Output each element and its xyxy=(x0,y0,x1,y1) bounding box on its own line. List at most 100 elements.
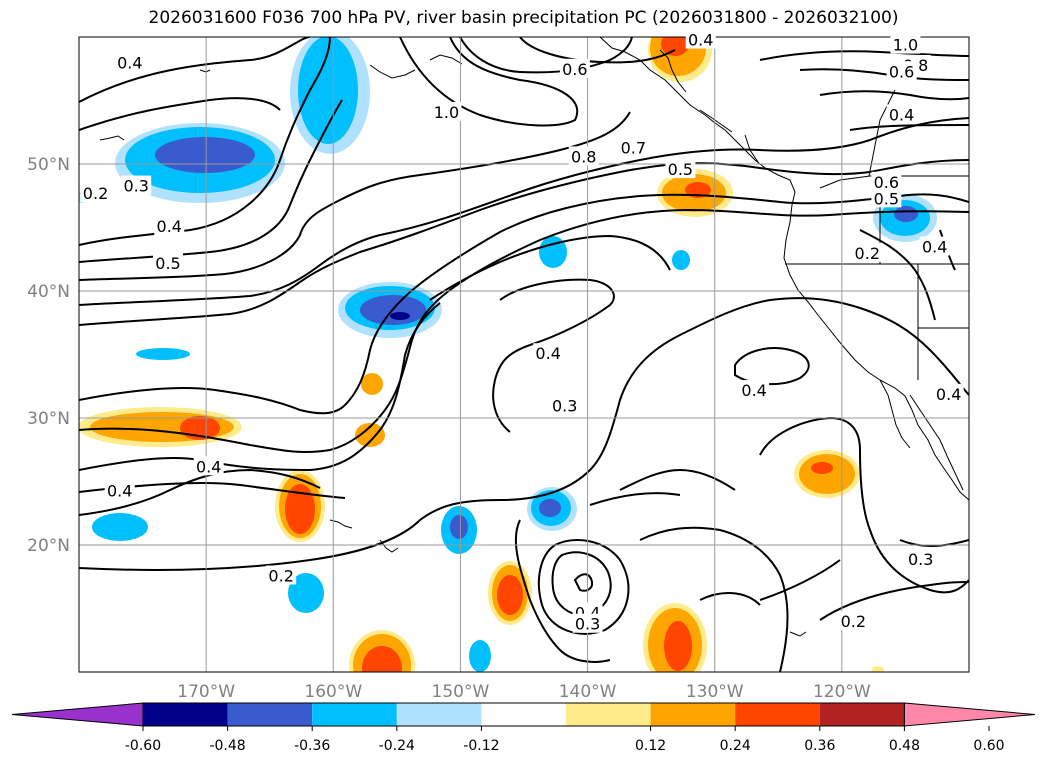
colorbar-frame xyxy=(142,702,905,727)
colorbar-tick-label: -0.48 xyxy=(209,738,245,754)
contour-label: 1.0 xyxy=(434,103,459,122)
negative-patch-pacific-northwest xyxy=(873,194,937,242)
contour-label-bg xyxy=(871,188,902,208)
lat-label: 40°N xyxy=(27,282,70,302)
longitude-labels: 170°W 160°W 150°W 140°W 130°W 120°W xyxy=(177,682,871,702)
contour-label: 0.2 xyxy=(855,244,880,263)
lon-label: 160°W xyxy=(304,682,362,702)
contour-label: 0.8 xyxy=(571,147,596,166)
lon-label: 140°W xyxy=(559,682,617,702)
contour-label: 0.6 xyxy=(889,62,914,81)
map-frame xyxy=(78,36,970,673)
contour-label: 0.4 xyxy=(936,385,961,404)
positive-patch-baja-west xyxy=(794,450,860,498)
contour-label-bg xyxy=(890,34,921,54)
contour-label: 0.2 xyxy=(841,612,866,631)
contour-label: 0.5 xyxy=(874,189,899,208)
contour-label-bg xyxy=(431,101,462,121)
contour-label-bg xyxy=(886,61,917,81)
contour-label: 0.4 xyxy=(741,381,766,400)
contour-label: 0.4 xyxy=(688,31,713,50)
contour-label-bg xyxy=(852,242,883,262)
contour-label-bg xyxy=(121,175,152,195)
contour-label: 0.3 xyxy=(575,615,600,634)
contour-label: 0.5 xyxy=(155,254,180,273)
contour-label-bg xyxy=(886,104,917,124)
contour-label: 1.0 xyxy=(893,36,918,55)
contour-label-bg xyxy=(568,146,599,166)
colorbar-tick-label: 0.60 xyxy=(973,738,1004,754)
graticule xyxy=(79,37,969,672)
contour-label: 0.4 xyxy=(107,481,132,500)
lat-label: 50°N xyxy=(27,155,70,175)
colorbar-segment xyxy=(312,703,397,726)
colorbar-segment xyxy=(143,703,228,726)
colorbar-tick-label: 0.36 xyxy=(804,738,835,754)
contour-label-bg xyxy=(154,216,185,236)
contour-label-bg xyxy=(933,383,964,403)
colorbar-segment xyxy=(227,703,313,726)
lon-label: 130°W xyxy=(686,682,744,702)
contour-label: 0.3 xyxy=(552,396,577,415)
contour-label: 0.4 xyxy=(117,53,142,72)
contour-label-bg xyxy=(838,611,869,631)
contour-labels: 0.41.00.60.40.80.70.51.00.80.60.40.60.50… xyxy=(80,29,964,634)
contour-label: 0.4 xyxy=(922,238,947,257)
contour-label-bg xyxy=(739,380,770,400)
contour-label: 0.4 xyxy=(889,105,914,124)
pv-contours xyxy=(79,37,969,672)
colorbar-tick-label: 0.48 xyxy=(889,738,920,754)
positive-patch-northeast-pacific xyxy=(657,169,733,217)
lon-label: 150°W xyxy=(432,682,490,702)
colorbar-segment xyxy=(819,703,905,726)
colorbar: -0.60 -0.48 -0.36 -0.24 -0.12 0.12 0.24 0.36 0.4… xyxy=(11,702,1036,754)
contour-label-bg xyxy=(665,159,696,179)
colorbar-segment xyxy=(481,703,566,726)
colorbar-segment xyxy=(396,703,482,726)
contour-label: 0.7 xyxy=(621,138,646,157)
map-title: 2026031600 F036 700 hPa PV, river basin … xyxy=(148,8,899,28)
contour-label: 0.6 xyxy=(562,60,587,79)
contour-label: 0.4 xyxy=(157,217,182,236)
contour-label: 0.2 xyxy=(268,566,293,585)
colorbar-tick-label: -0.24 xyxy=(379,738,415,754)
positive-patch-south-central xyxy=(488,561,532,625)
colorbar-segment xyxy=(650,703,736,726)
colorbar-segment xyxy=(735,703,820,726)
lon-label: 170°W xyxy=(177,682,235,702)
lon-label: 120°W xyxy=(813,682,871,702)
negative-patch-gulf-of-alaska xyxy=(290,37,370,154)
contour-label-bg xyxy=(153,253,183,273)
colorbar-tick-label: -0.12 xyxy=(463,738,499,754)
contour-label-bg xyxy=(266,565,297,585)
colorbar-tick-label: 0.24 xyxy=(720,738,751,754)
negative-patch-central-pacific xyxy=(338,282,442,338)
contour-label-bg xyxy=(104,480,135,500)
colorbar-extend-high xyxy=(903,702,1036,727)
lat-label: 20°N xyxy=(27,536,70,556)
positive-patch-hawaii-north xyxy=(275,470,325,542)
contour-label: 0.4 xyxy=(196,457,221,476)
colorbar-extend-low xyxy=(11,702,144,727)
contour-label-bg xyxy=(685,29,716,49)
positive-patch-south xyxy=(643,603,707,672)
latitude-labels: 50°N 40°N 30°N 20°N xyxy=(27,155,70,556)
contour-label-bg xyxy=(905,548,936,568)
contour-label-bg xyxy=(114,52,145,72)
colorbar-tick-label: -0.36 xyxy=(294,738,330,754)
contour-label: 0.3 xyxy=(908,550,933,569)
contour-label-bg xyxy=(533,343,564,363)
contour-label: 0.6 xyxy=(874,173,899,192)
colorbar-segment xyxy=(566,703,651,726)
colorbar-tick-label: -0.60 xyxy=(125,738,161,754)
contour-label: 0.3 xyxy=(123,177,148,196)
contour-label: 0.5 xyxy=(668,160,693,179)
contour-label: 0.4 xyxy=(535,344,560,363)
contour-label-bg xyxy=(919,236,950,256)
coastlines xyxy=(99,37,969,637)
contour-label: 0.2 xyxy=(83,184,108,203)
positive-patch-southwest xyxy=(349,630,415,672)
lat-label: 30°N xyxy=(27,409,70,429)
contour-label-bg xyxy=(559,58,590,78)
